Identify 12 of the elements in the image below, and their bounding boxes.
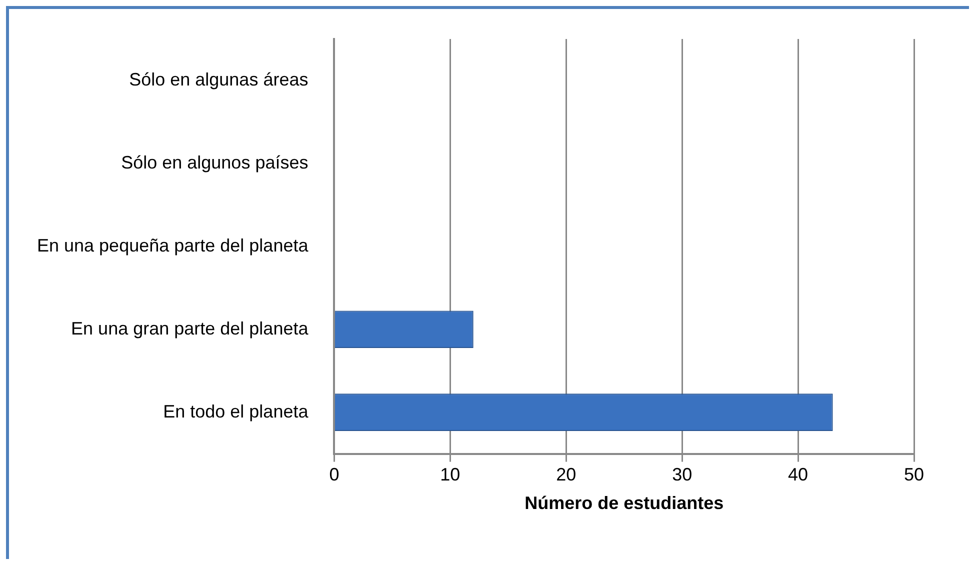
y-tick-label: En una pequeña parte del planeta	[36, 235, 310, 256]
x-axis-title: Número de estudiantes	[524, 493, 724, 514]
y-tick-label: En todo el planeta	[163, 401, 310, 422]
x-tick-label: 10	[440, 464, 460, 485]
y-tick-label: Sólo en algunos países	[121, 152, 308, 172]
x-tick-label: 50	[904, 464, 924, 485]
x-tick-label: 40	[788, 464, 808, 485]
y-tick-label: Sólo en algunas áreas	[129, 69, 308, 90]
x-tick-label: 20	[556, 464, 576, 485]
x-tick-label: 30	[672, 464, 692, 485]
x-tick-label: 0	[329, 464, 340, 485]
y-tick-label: En una gran parte del planeta	[71, 318, 310, 338]
